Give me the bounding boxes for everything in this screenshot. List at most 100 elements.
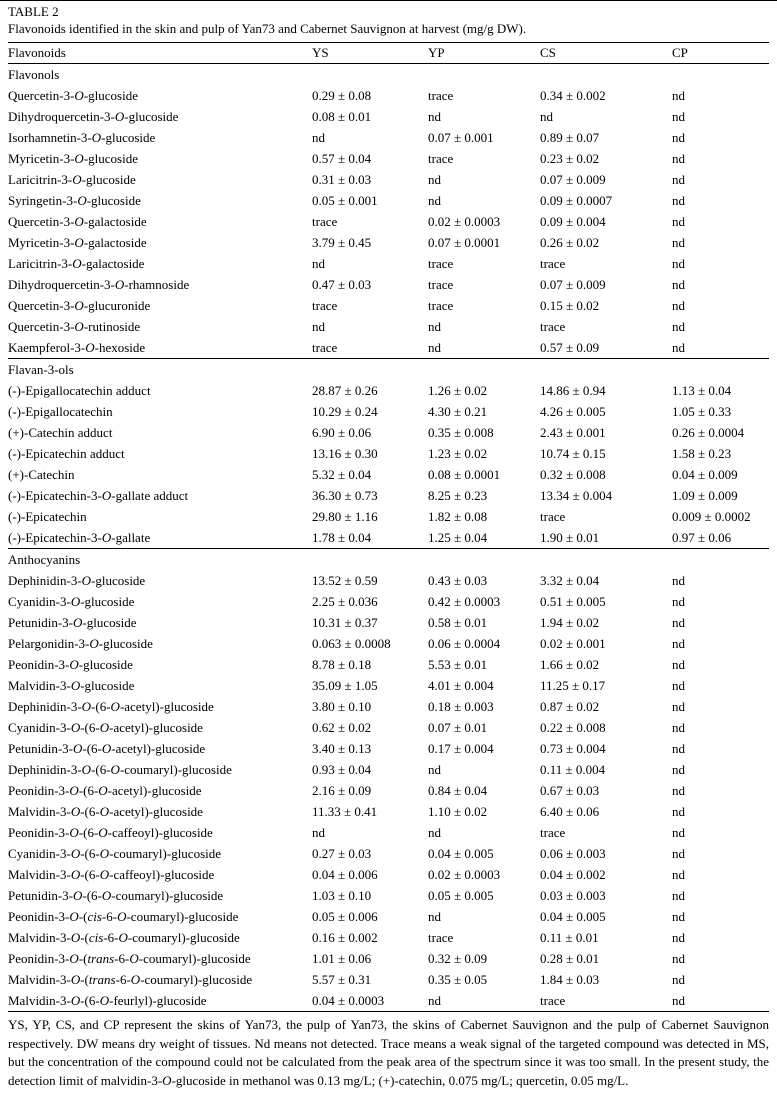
value-cell: nd [672, 172, 685, 187]
value-cell: nd [672, 867, 685, 882]
table-row: Malvidin-3-O-(6-O-feurlyl)-glucoside 0.04… [8, 990, 769, 1012]
table-row: Kaempferol-3-O-hexoside trace nd 0.57 ± 0.0… [8, 337, 769, 359]
compound-name: Pelargonidin-3-O-glucoside [8, 636, 153, 651]
compound-name: Malvidin-3-O-(6-O-feurlyl)-glucoside [8, 993, 207, 1008]
compound-name: Petunidin-3-O-(6-O-acetyl)-glucoside [8, 741, 206, 756]
value-cell: 0.16 ± 0.002 [312, 930, 378, 945]
compound-name: Malvidin-3-O-(6-O-acetyl)-glucoside [8, 804, 203, 819]
table-body: Flavonols Quercetin-3-O-glucoside 0.29 ± 0… [8, 63, 769, 1012]
value-cell: nd [312, 319, 325, 334]
value-cell: trace [428, 256, 454, 271]
compound-name: Kaempferol-3-O-hexoside [8, 340, 146, 355]
value-cell: 0.57 ± 0.09 [540, 340, 600, 355]
table-row: Peonidin-3-O-(6-O-acetyl)-glucoside 2.16 … [8, 780, 769, 801]
value-cell: 1.94 ± 0.02 [540, 615, 600, 630]
value-cell: 0.04 ± 0.002 [540, 867, 606, 882]
value-cell: trace [312, 214, 338, 229]
header-row: Flavonoids YS YP CS CP [8, 42, 769, 64]
table-row: Pelargonidin-3-O-glucoside 0.063 ± 0.0008… [8, 633, 769, 654]
value-cell: 1.26 ± 0.02 [428, 383, 488, 398]
section-title: Flavonols [8, 63, 769, 85]
value-cell: 11.25 ± 0.17 [540, 678, 606, 693]
table-row: Peonidin-3-O-(cis-6-O-coumaryl)-glucosid… [8, 906, 769, 927]
value-cell: 0.11 ± 0.01 [540, 930, 599, 945]
section-row: Flavan-3-ols [8, 358, 769, 380]
table-row: Quercetin-3-O-glucoside 0.29 ± 0.08 trace 0… [8, 85, 769, 106]
compound-name: (-)-Epicatechin [8, 509, 87, 524]
value-cell: 13.34 ± 0.004 [540, 488, 613, 503]
value-cell: 0.93 ± 0.04 [312, 762, 372, 777]
table-row: Peonidin-3-O-(trans-6-O-coumaryl)-glucos… [8, 948, 769, 969]
table-row: Dihydroquercetin-3-O-glucoside 0.08 ± 0.0… [8, 106, 769, 127]
value-cell: nd [312, 256, 325, 271]
value-cell: trace [540, 509, 566, 524]
table-row: Petunidin-3-O-(6-O-coumaryl)-glucoside 1.… [8, 885, 769, 906]
value-cell: 0.51 ± 0.005 [540, 594, 606, 609]
value-cell: 1.78 ± 0.04 [312, 530, 372, 545]
value-cell: nd [428, 909, 441, 924]
value-cell: 0.32 ± 0.09 [428, 951, 488, 966]
value-cell: 0.42 ± 0.0003 [428, 594, 501, 609]
compound-name: Cyanidin-3-O-glucoside [8, 594, 135, 609]
value-cell: 0.06 ± 0.003 [540, 846, 606, 861]
table-footnote: YS, YP, CS, and CP represent the skins o… [8, 1017, 769, 1088]
value-cell: 0.47 ± 0.03 [312, 277, 372, 292]
value-cell: nd [428, 825, 441, 840]
value-cell: 0.07 ± 0.0001 [428, 235, 501, 250]
table-row: Syringetin-3-O-glucoside 0.05 ± 0.001 nd 0.… [8, 190, 769, 211]
table-row: Quercetin-3-O-glucuronide trace trace 0.15 … [8, 295, 769, 316]
value-cell: 0.08 ± 0.01 [312, 109, 372, 124]
compound-name: Petunidin-3-O-(6-O-coumaryl)-glucoside [8, 888, 224, 903]
value-cell: 0.04 ± 0.009 [672, 467, 738, 482]
value-cell: 14.86 ± 0.94 [540, 383, 606, 398]
value-cell: trace [428, 151, 454, 166]
value-cell: 10.74 ± 0.15 [540, 446, 606, 461]
table-row: (-)-Epigallocatechin adduct 28.87 ± 0.26 1… [8, 380, 769, 401]
table-row: Petunidin-3-O-glucoside 10.31 ± 0.37 0.58 … [8, 612, 769, 633]
table-row: Quercetin-3-O-rutinoside nd nd trace nd [8, 316, 769, 337]
value-cell: 4.26 ± 0.005 [540, 404, 606, 419]
compound-name: Cyanidin-3-O-(6-O-acetyl)-glucoside [8, 720, 203, 735]
value-cell: trace [428, 930, 454, 945]
section-row: Flavonols [8, 63, 769, 85]
table-row: (-)-Epicatechin-3-O-gallate adduct 36.30 … [8, 485, 769, 506]
value-cell: 1.10 ± 0.02 [428, 804, 488, 819]
value-cell: nd [672, 298, 685, 313]
value-cell: nd [672, 109, 685, 124]
value-cell: nd [428, 172, 441, 187]
value-cell: nd [672, 193, 685, 208]
compound-name: Dihydroquercetin-3-O-rhamnoside [8, 277, 190, 292]
compound-name: Malvidin-3-O-glucoside [8, 678, 135, 693]
value-cell: 0.73 ± 0.004 [540, 741, 606, 756]
value-cell: trace [312, 298, 338, 313]
compound-name: Dephinidin-3-O-glucoside [8, 573, 146, 588]
value-cell: nd [672, 214, 685, 229]
section-title: Flavan-3-ols [8, 358, 769, 380]
value-cell: nd [672, 972, 685, 987]
value-cell: 0.05 ± 0.006 [312, 909, 378, 924]
value-cell: 0.11 ± 0.004 [540, 762, 606, 777]
value-cell: 1.66 ± 0.02 [540, 657, 600, 672]
compound-name: Dephinidin-3-O-(6-O-coumaryl)-glucoside [8, 762, 232, 777]
value-cell: trace [540, 993, 566, 1008]
value-cell: 1.05 ± 0.33 [672, 404, 732, 419]
table-row: (-)-Epigallocatechin 10.29 ± 0.24 4.30 ± 0… [8, 401, 769, 422]
compound-name: Malvidin-3-O-(cis-6-O-coumaryl)-glucosid… [8, 930, 240, 945]
value-cell: 0.62 ± 0.02 [312, 720, 372, 735]
value-cell: nd [428, 319, 441, 334]
compound-name: (-)-Epigallocatechin adduct [8, 383, 151, 398]
value-cell: 0.89 ± 0.07 [540, 130, 600, 145]
value-cell: 8.78 ± 0.18 [312, 657, 372, 672]
value-cell: nd [672, 951, 685, 966]
value-cell: 0.87 ± 0.02 [540, 699, 600, 714]
value-cell: 0.04 ± 0.005 [428, 846, 494, 861]
value-cell: 5.32 ± 0.04 [312, 467, 372, 482]
value-cell: 0.22 ± 0.008 [540, 720, 606, 735]
value-cell: 8.25 ± 0.23 [428, 488, 488, 503]
value-cell: nd [672, 151, 685, 166]
value-cell: nd [672, 762, 685, 777]
value-cell: 0.05 ± 0.005 [428, 888, 494, 903]
value-cell: nd [672, 699, 685, 714]
value-cell: 5.53 ± 0.01 [428, 657, 488, 672]
table-row: Malvidin-3-O-glucoside 35.09 ± 1.05 4.01 ±… [8, 675, 769, 696]
